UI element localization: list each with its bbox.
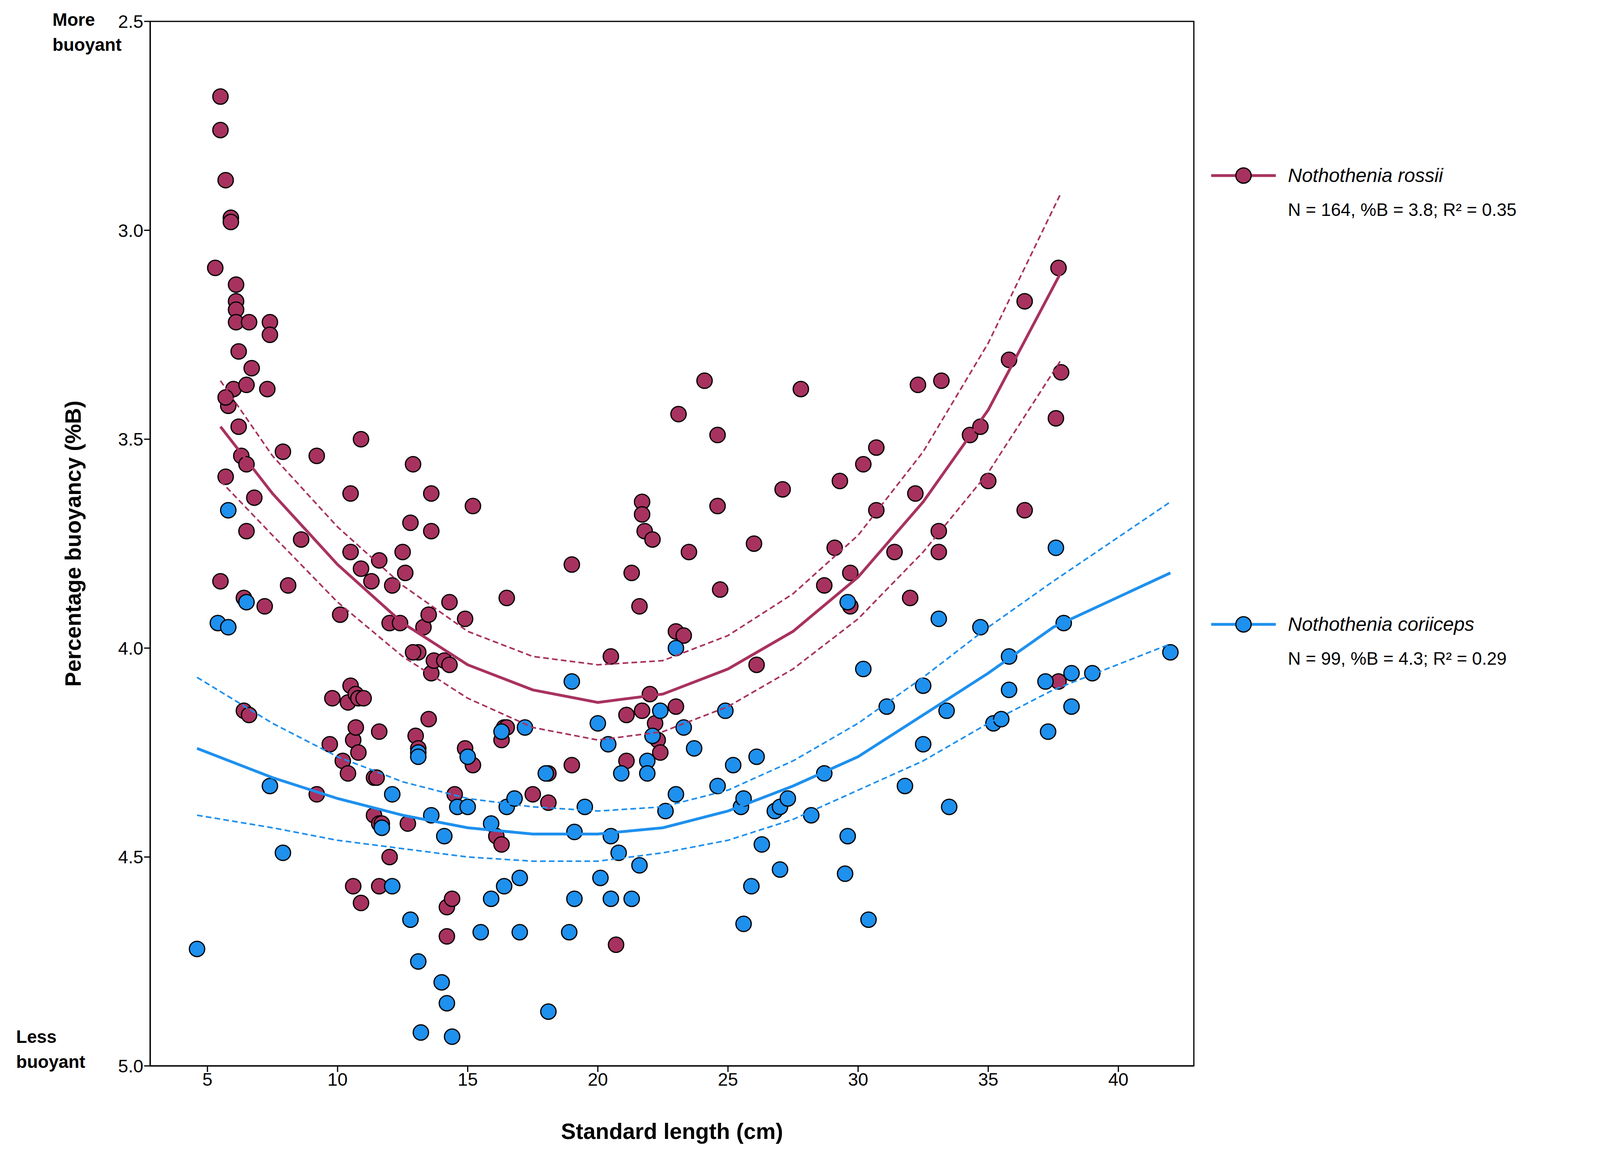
svg-text:Percentage buoyancy (%B): Percentage buoyancy (%B) [60,400,86,687]
svg-text:Nothothenia rossii: Nothothenia rossii [1287,164,1444,187]
svg-text:Morebuoyant: Morebuoyant [52,9,122,55]
svg-text:4.0: 4.0 [117,638,144,659]
svg-text:5.0: 5.0 [117,1056,144,1077]
svg-text:25: 25 [717,1069,739,1091]
svg-text:Standard length (cm): Standard length (cm) [560,1119,783,1145]
svg-text:40: 40 [1108,1069,1129,1091]
svg-text:30: 30 [847,1069,869,1091]
svg-text:N = 99, %B = 4.3; R² = 0.29: N = 99, %B = 4.3; R² = 0.29 [1287,648,1507,669]
svg-text:4.5: 4.5 [117,847,144,868]
svg-text:Nothothenia coriiceps: Nothothenia coriiceps [1287,613,1475,636]
svg-text:15: 15 [457,1069,478,1091]
svg-text:5: 5 [202,1069,213,1091]
svg-text:10: 10 [327,1069,348,1091]
svg-text:3.0: 3.0 [117,220,144,242]
svg-text:N = 164, %B = 3.8; R² = 0.35: N = 164, %B = 3.8; R² = 0.35 [1287,199,1517,220]
svg-text:3.5: 3.5 [117,429,144,450]
svg-text:20: 20 [587,1069,609,1091]
svg-text:Lessbuoyant: Lessbuoyant [16,1027,86,1072]
svg-text:35: 35 [978,1069,999,1091]
svg-text:2.5: 2.5 [117,11,144,32]
